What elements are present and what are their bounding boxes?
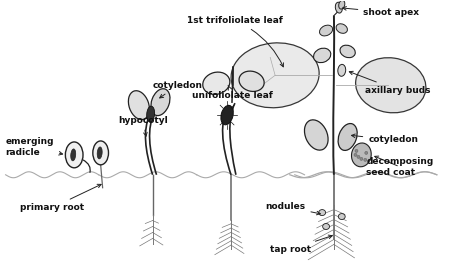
Ellipse shape [305,120,328,150]
Text: unifoliolate leaf: unifoliolate leaf [192,85,273,100]
Text: primary root: primary root [20,184,101,212]
Ellipse shape [128,91,149,120]
Ellipse shape [335,2,342,13]
Ellipse shape [364,158,367,161]
Ellipse shape [239,71,264,91]
Ellipse shape [336,24,347,33]
Ellipse shape [221,105,233,125]
Ellipse shape [338,64,346,76]
Text: 1st trifoliolate leaf: 1st trifoliolate leaf [187,16,284,67]
Text: cotyledon: cotyledon [351,134,418,144]
Ellipse shape [71,149,76,161]
Text: cotyledon: cotyledon [153,81,202,98]
Text: tap root: tap root [270,235,332,254]
Ellipse shape [338,214,345,220]
Ellipse shape [231,43,319,108]
Ellipse shape [340,45,356,58]
Ellipse shape [357,155,360,158]
Text: shoot apex: shoot apex [342,7,419,17]
Ellipse shape [93,141,108,165]
Ellipse shape [323,224,329,229]
Text: hypocotyl: hypocotyl [118,116,168,136]
Ellipse shape [354,153,357,156]
Ellipse shape [355,149,358,152]
Ellipse shape [314,48,331,63]
Text: emerging
radicle: emerging radicle [5,137,63,157]
Ellipse shape [147,106,155,122]
Ellipse shape [338,124,357,150]
Ellipse shape [365,151,368,154]
Ellipse shape [203,72,230,95]
Text: decomposing
seed coat: decomposing seed coat [366,156,433,177]
Ellipse shape [360,157,363,160]
Ellipse shape [351,143,371,167]
Ellipse shape [151,89,170,116]
Text: nodules: nodules [266,202,320,215]
Ellipse shape [320,25,333,36]
Ellipse shape [319,210,326,216]
Text: axillary buds: axillary buds [349,71,431,95]
Ellipse shape [339,0,345,9]
Ellipse shape [65,142,83,168]
Ellipse shape [97,147,102,159]
Ellipse shape [356,58,426,113]
